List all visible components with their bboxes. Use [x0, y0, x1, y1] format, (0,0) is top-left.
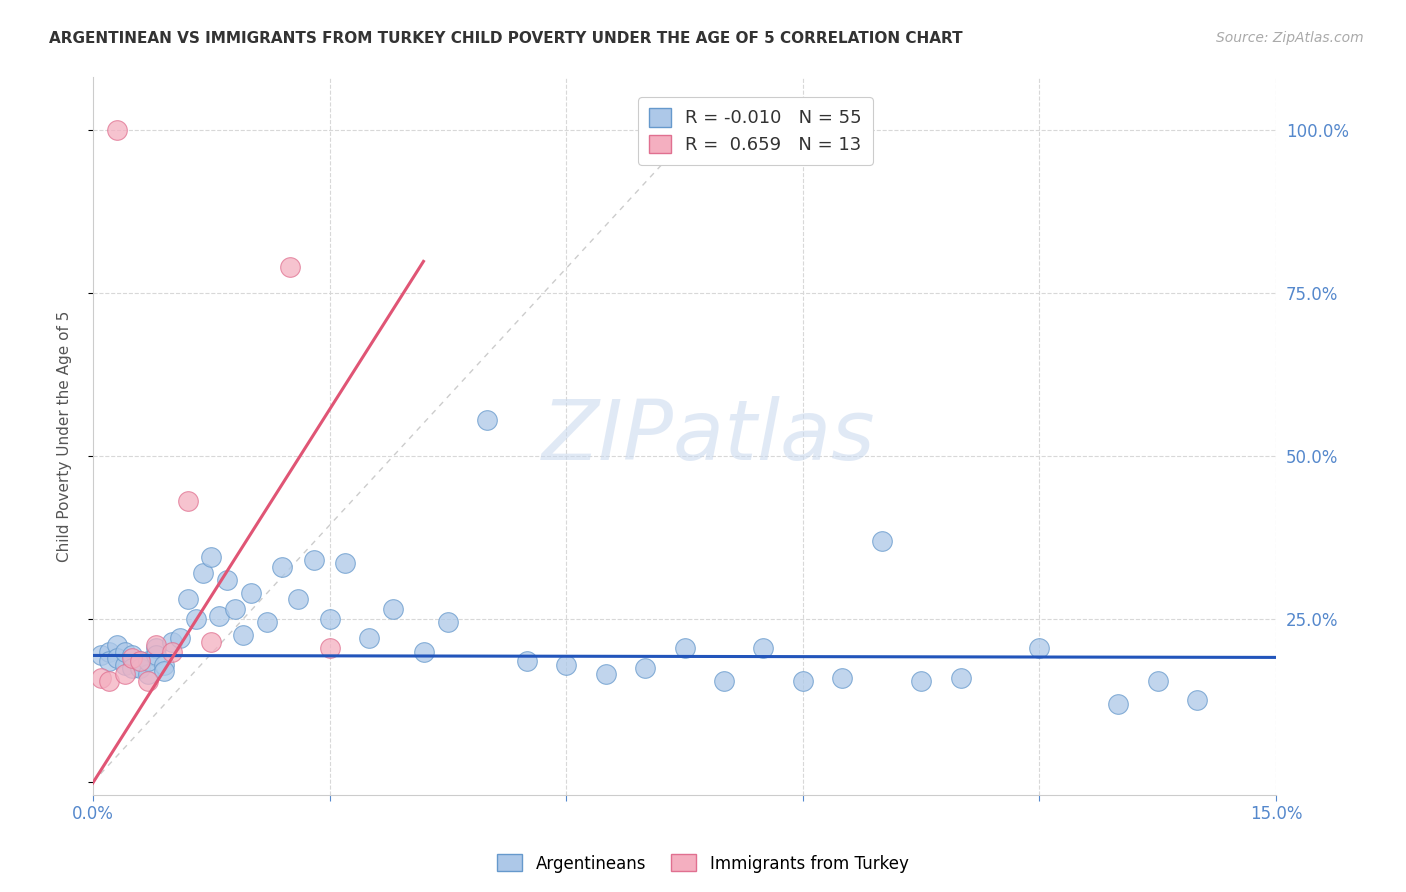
Point	[335, 557, 357, 571]
Point	[870, 533, 893, 548]
Text: ZIPatlas: ZIPatlas	[541, 396, 875, 476]
Point	[287, 592, 309, 607]
Point	[217, 573, 239, 587]
Point	[1187, 693, 1209, 707]
Point	[97, 673, 120, 688]
Point	[437, 615, 460, 630]
Point	[271, 559, 294, 574]
Point	[193, 566, 215, 581]
Y-axis label: Child Poverty Under the Age of 5: Child Poverty Under the Age of 5	[58, 310, 72, 562]
Point	[224, 602, 246, 616]
Point	[1028, 641, 1050, 656]
Point	[1146, 673, 1168, 688]
Point	[184, 612, 207, 626]
Point	[90, 671, 112, 685]
Point	[129, 654, 152, 668]
Point	[949, 671, 972, 685]
Point	[90, 648, 112, 662]
Point	[105, 122, 128, 136]
Point	[105, 638, 128, 652]
Point	[831, 671, 853, 685]
Legend: R = -0.010   N = 55, R =  0.659   N = 13: R = -0.010 N = 55, R = 0.659 N = 13	[638, 97, 873, 165]
Point	[145, 648, 167, 662]
Point	[121, 661, 143, 675]
Point	[129, 661, 152, 675]
Point	[114, 644, 136, 658]
Point	[555, 657, 578, 672]
Point	[97, 644, 120, 658]
Point	[169, 632, 191, 646]
Point	[1107, 697, 1129, 711]
Point	[114, 667, 136, 681]
Point	[256, 615, 278, 630]
Point	[318, 641, 340, 656]
Point	[752, 641, 775, 656]
Point	[595, 667, 617, 681]
Point	[792, 673, 814, 688]
Point	[208, 608, 231, 623]
Point	[200, 634, 222, 648]
Point	[160, 634, 183, 648]
Point	[121, 651, 143, 665]
Point	[232, 628, 254, 642]
Legend: Argentineans, Immigrants from Turkey: Argentineans, Immigrants from Turkey	[491, 847, 915, 880]
Point	[318, 612, 340, 626]
Point	[136, 654, 159, 668]
Point	[477, 413, 499, 427]
Point	[176, 592, 198, 607]
Point	[634, 661, 657, 675]
Point	[97, 654, 120, 668]
Point	[239, 586, 262, 600]
Text: ARGENTINEAN VS IMMIGRANTS FROM TURKEY CHILD POVERTY UNDER THE AGE OF 5 CORRELATI: ARGENTINEAN VS IMMIGRANTS FROM TURKEY CH…	[49, 31, 963, 46]
Point	[129, 654, 152, 668]
Point	[713, 673, 735, 688]
Point	[105, 651, 128, 665]
Point	[145, 638, 167, 652]
Point	[153, 664, 176, 678]
Point	[160, 644, 183, 658]
Point	[153, 657, 176, 672]
Point	[516, 654, 538, 668]
Point	[121, 648, 143, 662]
Point	[136, 673, 159, 688]
Point	[910, 673, 932, 688]
Point	[413, 644, 436, 658]
Point	[357, 632, 380, 646]
Point	[136, 667, 159, 681]
Point	[278, 260, 301, 274]
Point	[302, 553, 325, 567]
Point	[200, 549, 222, 564]
Point	[145, 641, 167, 656]
Text: Source: ZipAtlas.com: Source: ZipAtlas.com	[1216, 31, 1364, 45]
Point	[176, 494, 198, 508]
Point	[114, 657, 136, 672]
Point	[381, 602, 404, 616]
Point	[673, 641, 696, 656]
